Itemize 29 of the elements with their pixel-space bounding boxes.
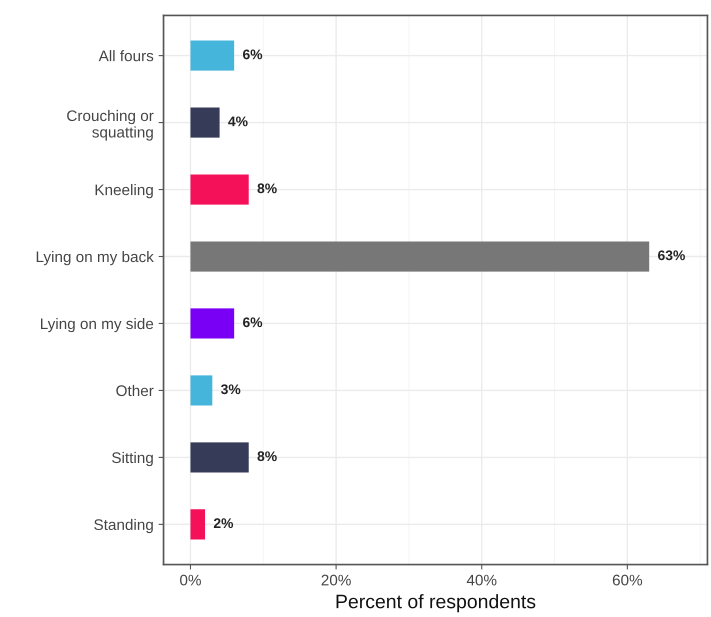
y-tick-label: Crouching or squatting [67,110,154,141]
y-tick-label: All fours [98,50,154,62]
bar [190,308,234,339]
bar [190,241,650,272]
data-label: 8% [257,183,277,194]
bar [190,108,220,138]
y-tick-label: Other [116,384,154,396]
data-label: 3% [220,384,240,394]
y-tick-label: Standing [94,518,153,534]
bar [190,509,206,540]
data-label: 6% [243,317,262,328]
data-label: 63% [658,250,685,260]
x-tick-label: 40% [466,574,496,586]
x-tick-label: 60% [612,574,642,586]
y-tick-label: Kneeling [96,184,153,198]
y-tick-label: Lying on my side [41,318,154,332]
data-label: 2% [214,518,234,528]
data-label: 4% [228,116,248,126]
y-tick-label: Lying on my back [36,250,154,266]
data-label: 8% [257,451,277,462]
x-tick-label: 0% [180,574,201,586]
x-axis-title: Percent of respondents [336,594,536,612]
bar [190,40,234,71]
y-tick-label: Sitting [112,452,153,466]
bar [190,174,249,205]
bar [190,375,212,406]
data-label: 6% [243,50,262,60]
x-tick-label: 20% [322,574,351,586]
bar [190,442,249,472]
